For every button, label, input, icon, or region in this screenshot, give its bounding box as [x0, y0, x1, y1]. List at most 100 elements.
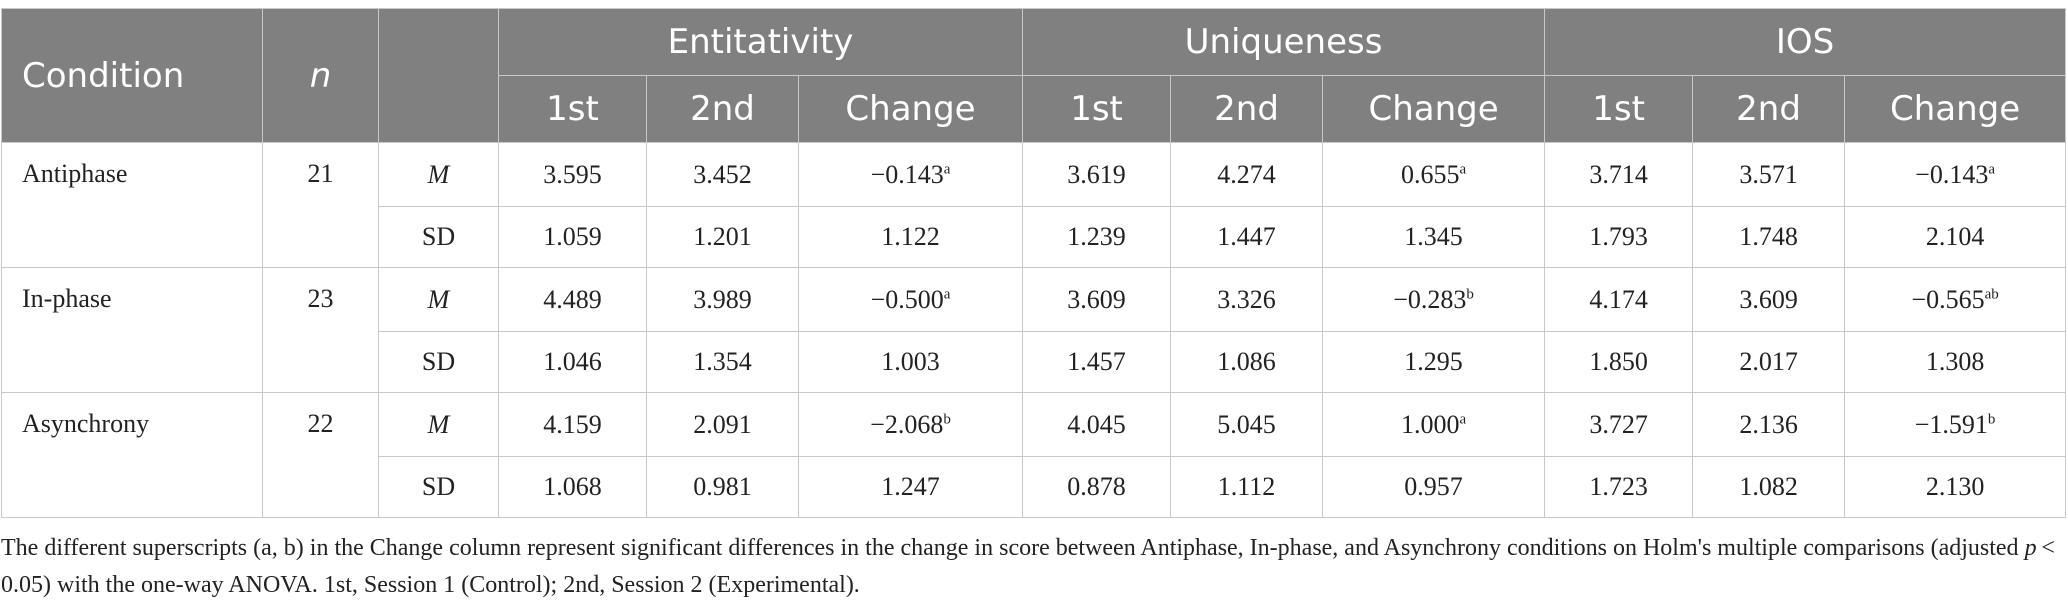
sd-cell: 1.247: [797, 456, 1024, 518]
mean-cell: −0.143a: [797, 142, 1024, 207]
mean-value: 3.609: [1739, 284, 1798, 314]
header-sub: 1st: [1544, 75, 1694, 143]
mean-cell: 3.571: [1692, 142, 1846, 207]
table-row: Asynchrony 22 M 4.159 2.091 −2.068b 4.045 5.045…: [1, 392, 2067, 518]
table-row: Antiphase 21 M 3.595 3.452 −0.143a 3.619 4.274 0…: [1, 142, 2067, 268]
mean-value: 1.000: [1400, 409, 1460, 439]
significance-superscript: b: [1466, 285, 1474, 302]
mean-value: −2.068: [870, 409, 944, 439]
mean-cell: −0.143a: [1844, 142, 2067, 207]
sd-cell: 1.850: [1544, 331, 1694, 393]
n-cell: 23: [262, 267, 379, 393]
header-sub: Change: [797, 75, 1024, 143]
significance-superscript: a: [1459, 160, 1467, 177]
mean-value: 2.091: [693, 409, 752, 439]
significance-superscript: a: [1459, 410, 1467, 427]
mean-value: 4.045: [1067, 409, 1126, 439]
sd-cell: 1.046: [498, 331, 647, 393]
mean-value: 3.452: [693, 159, 752, 189]
header-stat: [378, 8, 499, 143]
mean-cell: −0.500a: [797, 267, 1024, 332]
mean-cell: 3.609: [1692, 267, 1846, 332]
mean-cell: 3.989: [646, 267, 799, 332]
significance-superscript: ab: [1984, 285, 1999, 302]
sd-cell: 1.239: [1022, 206, 1172, 268]
significance-superscript: b: [1987, 410, 1996, 427]
mean-cell: −0.565ab: [1844, 267, 2067, 332]
mean-cell: 0.655a: [1322, 142, 1546, 207]
mean-value: 3.619: [1067, 159, 1126, 189]
mean-cell: −0.283b: [1322, 267, 1546, 332]
header-group-uniqueness: Uniqueness: [1022, 8, 1546, 76]
sd-cell: 1.447: [1170, 206, 1324, 268]
stat-label-sd: SD: [378, 456, 499, 518]
sd-cell: 1.059: [498, 206, 647, 268]
mean-value: −0.283: [1393, 284, 1467, 314]
stat-label-m: M: [378, 267, 499, 332]
sd-cell: 2.130: [1844, 456, 2067, 518]
mean-cell: 5.045: [1170, 392, 1324, 457]
n-cell: 21: [262, 142, 379, 268]
mean-value: 3.609: [1067, 284, 1126, 314]
sd-cell: 1.068: [498, 456, 647, 518]
header-sub: 2nd: [646, 75, 799, 143]
table-row: SD 1.046 1.354 1.003 1.457 1.086 1.295 1.850 2.0…: [2, 331, 2067, 393]
mean-value: −0.143: [1915, 159, 1989, 189]
mean-value: −0.143: [870, 159, 944, 189]
header-sub: Change: [1322, 75, 1546, 143]
mean-cell: 3.619: [1022, 142, 1172, 207]
mean-cell: 4.045: [1022, 392, 1172, 457]
condition-cell: Antiphase: [1, 142, 263, 268]
table-row: SD 1.068 0.981 1.247 0.878 1.112 0.957 1.723 1.0…: [2, 456, 2067, 518]
mean-value: 4.489: [543, 284, 602, 314]
stat-label-sd: SD: [378, 206, 499, 268]
sd-cell: 1.201: [646, 206, 799, 268]
sd-cell: 1.086: [1170, 331, 1324, 393]
sd-cell: 1.345: [1322, 206, 1546, 268]
mean-value: 4.174: [1589, 284, 1648, 314]
mean-cell: 4.174: [1544, 267, 1694, 332]
mean-value: −0.565: [1911, 284, 1985, 314]
header-sub: 2nd: [1692, 75, 1846, 143]
header-sub: 1st: [498, 75, 647, 143]
mean-value: 3.989: [693, 284, 752, 314]
sd-cell: 0.957: [1322, 456, 1546, 518]
mean-cell: 2.136: [1692, 392, 1846, 457]
stat-label-m: M: [378, 142, 499, 207]
mean-value: −0.500: [870, 284, 944, 314]
mean-cell: 4.489: [498, 267, 647, 332]
header-sub: Change: [1844, 75, 2067, 143]
mean-cell: 3.452: [646, 142, 799, 207]
mean-cell: 3.326: [1170, 267, 1324, 332]
stat-label-sd: SD: [378, 331, 499, 393]
sd-cell: 1.354: [646, 331, 799, 393]
mean-cell: −2.068b: [797, 392, 1024, 457]
header-sub: 1st: [1022, 75, 1172, 143]
mean-cell: 3.609: [1022, 267, 1172, 332]
mean-value: 0.655: [1400, 159, 1460, 189]
mean-cell: 2.091: [646, 392, 799, 457]
header-sub: 2nd: [1170, 75, 1324, 143]
sd-cell: 1.748: [1692, 206, 1846, 268]
mean-value: −1.591: [1914, 409, 1988, 439]
sd-cell: 1.112: [1170, 456, 1324, 518]
sd-cell: 0.981: [646, 456, 799, 518]
sd-cell: 0.878: [1022, 456, 1172, 518]
significance-superscript: b: [943, 410, 951, 427]
sd-cell: 1.082: [1692, 456, 1846, 518]
mean-value: 3.714: [1589, 159, 1648, 189]
mean-cell: 1.000a: [1322, 392, 1546, 457]
condition-cell: Asynchrony: [1, 392, 263, 518]
sd-cell: 1.457: [1022, 331, 1172, 393]
mean-value: 3.326: [1217, 284, 1276, 314]
mean-value: 2.136: [1739, 409, 1798, 439]
mean-cell: 3.595: [498, 142, 647, 207]
significance-superscript: a: [943, 285, 951, 302]
mean-cell: 3.727: [1544, 392, 1694, 457]
mean-value: 3.595: [543, 159, 602, 189]
results-table: Condition n Entitativity Uniqueness IOS …: [1, 8, 2067, 518]
sd-cell: 1.122: [797, 206, 1024, 268]
sd-cell: 1.308: [1844, 331, 2067, 393]
header-condition: Condition: [1, 8, 263, 143]
table-footnote: The different superscripts (a, b) in the…: [1, 535, 2060, 598]
